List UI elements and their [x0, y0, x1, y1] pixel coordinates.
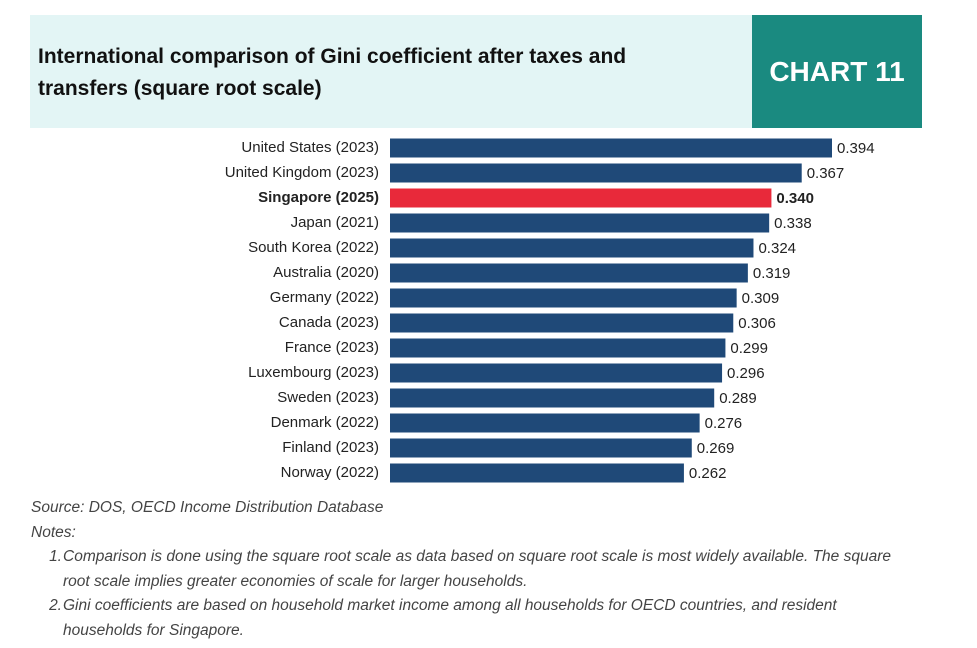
bar: [390, 288, 737, 308]
source: Source: DOS, OECD Income Distribution Da…: [31, 499, 384, 516]
data-label: 0.367: [807, 165, 845, 182]
data-label: 0.289: [719, 390, 757, 407]
bar: [390, 188, 772, 208]
bar: [390, 413, 700, 433]
note-text: Gini coefficients are based on household…: [63, 597, 837, 639]
notes-title: Notes:: [31, 523, 76, 541]
y-tick-label: Luxembourg (2023): [248, 364, 379, 381]
note: 1. Comparison is done using the square ro…: [31, 545, 931, 594]
data-label: 0.299: [730, 340, 768, 357]
bar: [390, 388, 715, 408]
y-tick-label: Japan (2021): [291, 214, 379, 231]
data-label: 0.262: [689, 465, 727, 482]
footer: Source: DOS, OECD Income Distribution Da…: [31, 496, 931, 643]
y-tick-label: Finland (2023): [282, 439, 379, 456]
bar: [390, 363, 723, 383]
y-tick-label: Australia (2020): [273, 264, 379, 281]
y-tick-label: Norway (2022): [281, 464, 379, 481]
note-number: 1.: [49, 548, 62, 565]
y-tick-label: Denmark (2022): [271, 414, 379, 431]
data-label: 0.309: [742, 290, 780, 307]
y-tick-label: United States (2023): [241, 139, 379, 156]
bar: [390, 438, 692, 458]
data-label: 0.306: [738, 315, 776, 332]
chart-title: International comparison of Gini coeffic…: [38, 45, 627, 100]
bar: [390, 238, 754, 258]
y-tick-label: Canada (2023): [279, 314, 379, 331]
y-tick-label: Singapore (2025): [258, 189, 379, 206]
bar: [390, 138, 832, 158]
note-text: Comparison is done using the square root…: [63, 548, 891, 590]
note-number: 2.: [49, 597, 62, 614]
bar: [390, 263, 748, 283]
note: 2. Gini coefficients are based on househo…: [31, 594, 931, 643]
data-label: 0.338: [774, 215, 812, 232]
bar: [390, 313, 734, 333]
bar: [390, 163, 802, 183]
y-tick-label: South Korea (2022): [248, 239, 379, 256]
data-label: 0.276: [705, 415, 743, 432]
bar: [390, 213, 770, 233]
y-tick-label: Germany (2022): [270, 289, 379, 306]
chart: United States (2023) 0.394 United Kingdom …: [225, 138, 875, 483]
y-tick-label: United Kingdom (2023): [225, 164, 379, 181]
bar: [390, 463, 684, 483]
data-label: 0.319: [753, 265, 791, 282]
header: International comparison of Gini coeffic…: [30, 15, 752, 128]
data-label: 0.394: [837, 140, 875, 157]
chart-badge: CHART 11: [752, 15, 922, 128]
data-label: 0.340: [776, 190, 814, 207]
y-tick-label: Sweden (2023): [277, 389, 379, 406]
data-label: 0.296: [727, 365, 765, 382]
bar: [390, 338, 726, 358]
notes: 1. Comparison is done using the square ro…: [31, 545, 931, 643]
data-label: 0.324: [758, 240, 796, 257]
y-tick-label: France (2023): [285, 339, 379, 356]
data-label: 0.269: [697, 440, 735, 457]
